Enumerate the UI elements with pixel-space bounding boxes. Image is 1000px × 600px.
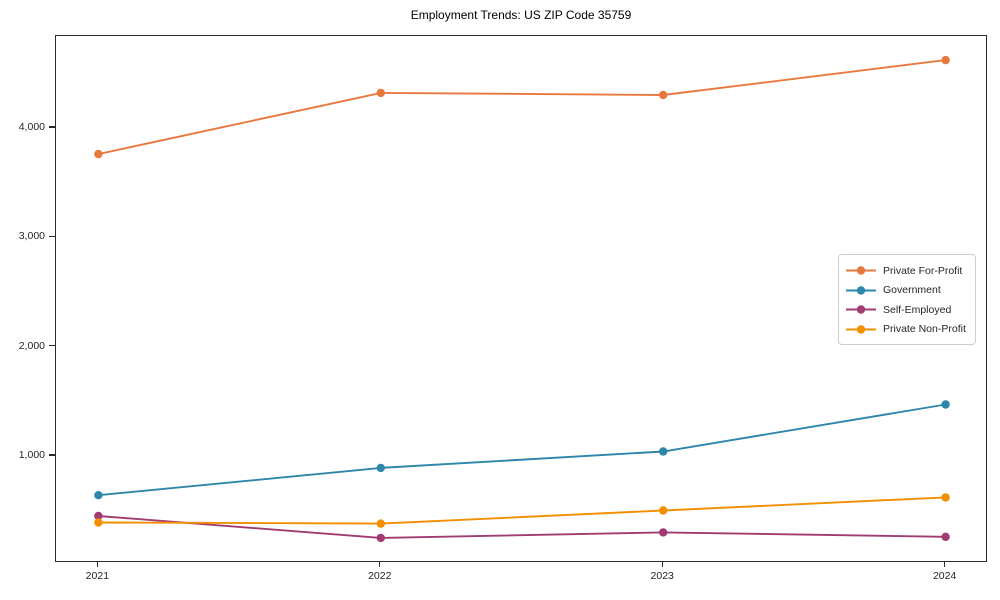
legend-marker-icon <box>846 325 876 334</box>
x-tick-label-3: 2024 <box>932 570 957 582</box>
x-tick-mark-1 <box>379 562 381 567</box>
data-point-2-0 <box>94 511 103 521</box>
data-point-0-1 <box>376 88 385 98</box>
legend-marker-icon <box>846 266 876 275</box>
y-tick-label-1: 2,000 <box>18 339 45 352</box>
legend-item-2: Self-Employed <box>846 300 967 320</box>
data-point-2-2 <box>659 528 668 537</box>
legend-item-3: Private Non-Profit <box>846 320 967 340</box>
y-tick-mark-0 <box>49 454 55 456</box>
y-tick-mark-2 <box>49 235 55 237</box>
x-tick-mark-0 <box>96 562 99 567</box>
data-point-2-3 <box>941 532 950 541</box>
legend-marker-icon <box>846 305 876 314</box>
y-tick-label-0: 1,000 <box>18 448 45 461</box>
data-point-0-3 <box>941 55 950 65</box>
x-tick-label-2: 2023 <box>650 570 674 582</box>
y-tick-label-2: 3,000 <box>18 230 45 243</box>
data-point-2-1 <box>376 533 385 543</box>
y-tick-label-3: 4,000 <box>18 120 45 133</box>
series-line-3 <box>98 496 946 525</box>
legend-item-0: Private For-Profit <box>846 261 967 281</box>
series-line-2 <box>98 515 946 539</box>
legend-item-1: Government <box>846 281 967 301</box>
legend: Private For-Profit Government Self-Employe… <box>838 254 976 345</box>
x-tick-label-0: 2021 <box>85 570 110 582</box>
plot-area <box>55 35 987 562</box>
series-line-1 <box>98 403 946 497</box>
chart-canvas <box>94 55 950 543</box>
y-tick-mark-1 <box>49 345 55 347</box>
data-point-3-0 <box>94 518 103 527</box>
legend-marker-icon <box>846 286 876 295</box>
x-tick-label-1: 2022 <box>368 570 392 582</box>
series-line-0 <box>98 59 946 156</box>
x-tick-mark-2 <box>661 562 663 567</box>
legend-label-3: Private Non-Profit <box>883 323 966 336</box>
data-point-0-0 <box>94 149 103 159</box>
y-tick-mark-3 <box>49 126 55 128</box>
data-point-1-0 <box>94 491 103 500</box>
data-point-3-3 <box>941 493 950 502</box>
chart-title: Employment Trends: US ZIP Code 35759 <box>410 8 632 22</box>
data-point-1-1 <box>376 463 385 473</box>
data-point-3-2 <box>659 506 668 515</box>
data-point-0-2 <box>659 90 668 100</box>
x-tick-mark-3 <box>944 562 946 567</box>
legend-label-0: Private For-Profit <box>883 264 963 277</box>
data-point-3-1 <box>376 519 385 528</box>
legend-label-1: Government <box>883 284 941 297</box>
data-point-1-2 <box>659 447 668 456</box>
legend-label-2: Self-Employed <box>883 303 952 316</box>
data-point-1-3 <box>941 400 950 409</box>
